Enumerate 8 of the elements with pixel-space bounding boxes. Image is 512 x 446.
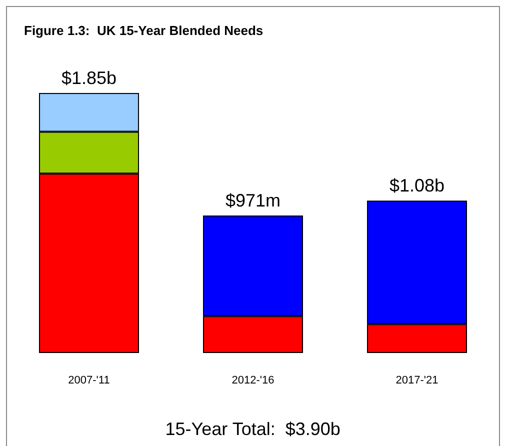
chart-title: Figure 1.3: UK 15-Year Blended Needs: [24, 23, 264, 38]
x-tick-label: 2012-'16: [232, 374, 274, 386]
x-tick-label: 2007-'11: [68, 374, 110, 386]
x-tick-label: 2017-'21: [396, 374, 438, 386]
annotation: $1.85b: [61, 68, 117, 88]
annotation: $1.08b: [389, 176, 445, 196]
text: 15-Year Total: $3.90b: [165, 419, 340, 439]
annotation: $971m: [225, 190, 281, 210]
